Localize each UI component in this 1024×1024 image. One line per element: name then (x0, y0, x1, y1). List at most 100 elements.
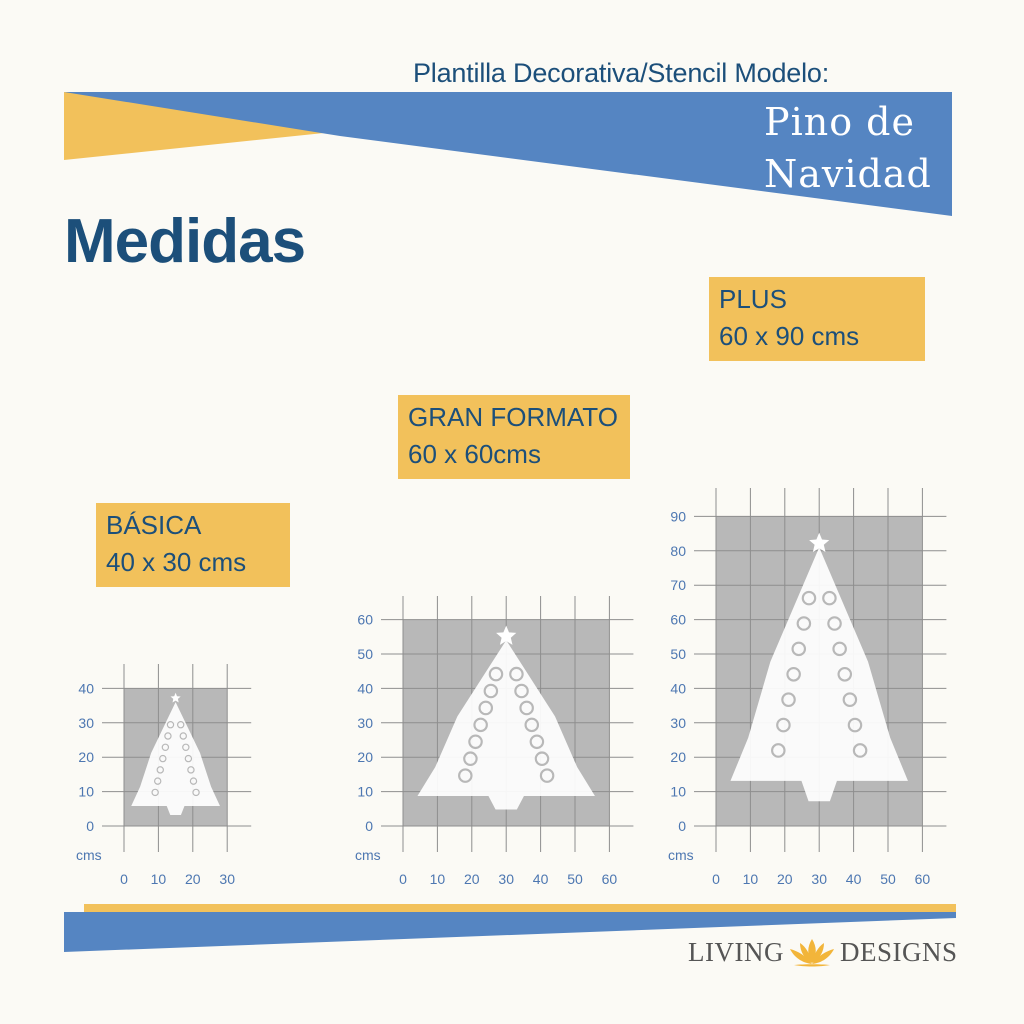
tree-swirl-ornament (519, 700, 534, 716)
y-tick-label: 70 (670, 577, 686, 593)
tree-swirl-ornament (534, 751, 550, 766)
size-dimensions: 60 x 90 cms (719, 321, 860, 351)
tree-swirl-ornament (791, 641, 807, 657)
star-icon (809, 532, 830, 552)
tree-swirl-ornament (189, 777, 198, 785)
y-tick-label: 80 (670, 543, 686, 559)
tree-swirl-ornament (164, 732, 172, 740)
tree-swirl-ornament (458, 768, 473, 783)
tree-swirl-ornament (154, 777, 162, 785)
tree-swirl-ornament (151, 788, 159, 797)
x-tick-label: 10 (430, 871, 446, 887)
y-tick-label: 10 (78, 784, 94, 800)
tree-swirl-ornament (184, 754, 193, 763)
tree-swirl-ornament (796, 616, 812, 631)
tree-swirl-ornament (161, 743, 170, 751)
tree-swirl-ornament (182, 743, 190, 751)
tree-swirl-ornament (786, 667, 801, 682)
star-icon (170, 692, 181, 703)
tree-swirl-ornament (156, 766, 164, 774)
y-tick-label: 30 (78, 715, 94, 731)
tree-stencil-icon (417, 640, 595, 810)
tree-swirl-ornament (524, 717, 540, 733)
product-name-line-2: Navidad (764, 152, 932, 196)
tree-swirl-ornament (827, 616, 842, 631)
product-name-line-1: Pino de (764, 100, 915, 144)
tree-swirl-ornament (468, 734, 483, 750)
x-tick-label: 30 (219, 871, 235, 887)
brand-word-left: LIVING (688, 936, 784, 967)
size-label-basica: BÁSICA 40 x 30 cms (96, 503, 290, 587)
product-name: Pino de Navidad (764, 96, 1014, 200)
lotus-icon (789, 939, 834, 967)
tree-swirl-ornament (832, 641, 847, 657)
tree-swirl-ornament (781, 692, 796, 707)
x-tick-label: 50 (880, 871, 896, 887)
y-tick-label: 10 (670, 784, 686, 800)
x-tick-label: 0 (120, 871, 128, 887)
y-tick-label: 30 (670, 715, 686, 731)
y-tick-label: 0 (365, 818, 373, 834)
tree-swirl-ornament (529, 734, 545, 750)
page-heading: Medidas (64, 207, 306, 276)
x-tick-label: 30 (498, 871, 514, 887)
tree-swirl-ornament (463, 751, 478, 766)
brand-logo: LIVING DESIGNS (688, 932, 968, 972)
y-tick-label: 40 (357, 680, 373, 696)
x-tick-label: 20 (777, 871, 793, 887)
y-tick-label: 40 (670, 680, 686, 696)
size-dimensions: 40 x 30 cms (106, 547, 247, 577)
x-tick-label: 40 (846, 871, 862, 887)
tree-stencil-icon (730, 547, 908, 802)
x-tick-label: 60 (915, 871, 931, 887)
tree-swirl-ornament (837, 667, 853, 682)
y-tick-label: 50 (357, 646, 373, 662)
y-tick-label: 30 (357, 715, 373, 731)
y-tick-label: 0 (86, 818, 94, 834)
size-label-plus: PLUS 60 x 90 cms (709, 277, 925, 361)
tree-swirl-ornament (159, 754, 167, 763)
header-banner (64, 92, 952, 216)
size-name: GRAN FORMATO (408, 402, 618, 432)
axis-unit-label: cms (355, 847, 381, 863)
x-tick-label: 20 (185, 871, 201, 887)
x-tick-label: 0 (712, 871, 720, 887)
y-tick-label: 20 (78, 749, 94, 765)
tree-swirl-ornament (483, 683, 499, 699)
size-label-gran-formato: GRAN FORMATO 60 x 60cms (398, 395, 630, 479)
tree-swirl-ornament (166, 721, 175, 729)
x-tick-label: 10 (743, 871, 759, 887)
tree-swirl-ornament (514, 683, 529, 699)
x-tick-label: 20 (464, 871, 480, 887)
tree-swirl-ornament (776, 717, 791, 733)
y-tick-label: 60 (357, 612, 373, 628)
size-name: PLUS (719, 284, 787, 314)
axis-unit-label: cms (76, 847, 102, 863)
star-icon (496, 625, 517, 645)
tree-swirl-ornament (539, 768, 555, 783)
y-tick-label: 60 (670, 612, 686, 628)
banner-blue-shape (64, 92, 952, 216)
tree-swirl-ornament (192, 788, 200, 797)
tree-swirl-ornament (771, 743, 786, 758)
x-tick-label: 40 (533, 871, 549, 887)
y-tick-label: 0 (678, 818, 686, 834)
tree-swirl-ornament (177, 721, 185, 729)
tree-swirl-ornament (488, 666, 504, 682)
y-tick-label: 20 (357, 749, 373, 765)
tree-swirl-ornament (179, 732, 187, 740)
x-tick-label: 50 (567, 871, 583, 887)
stencil-subtitle: Plantilla Decorativa/Stencil Modelo: (413, 58, 830, 88)
x-tick-label: 10 (151, 871, 167, 887)
brand-word-right: DESIGNS (839, 936, 958, 967)
size-name: BÁSICA (106, 510, 202, 540)
y-tick-label: 40 (78, 680, 94, 696)
y-tick-label: 90 (670, 508, 686, 524)
y-tick-label: 50 (670, 646, 686, 662)
tree-stencil-icon (131, 702, 220, 815)
tree-swirl-ornament (852, 743, 868, 758)
size-dimensions: 60 x 60cms (408, 439, 541, 469)
tree-swirl-ornament (509, 666, 524, 682)
tree-swirl-ornament (187, 766, 195, 774)
